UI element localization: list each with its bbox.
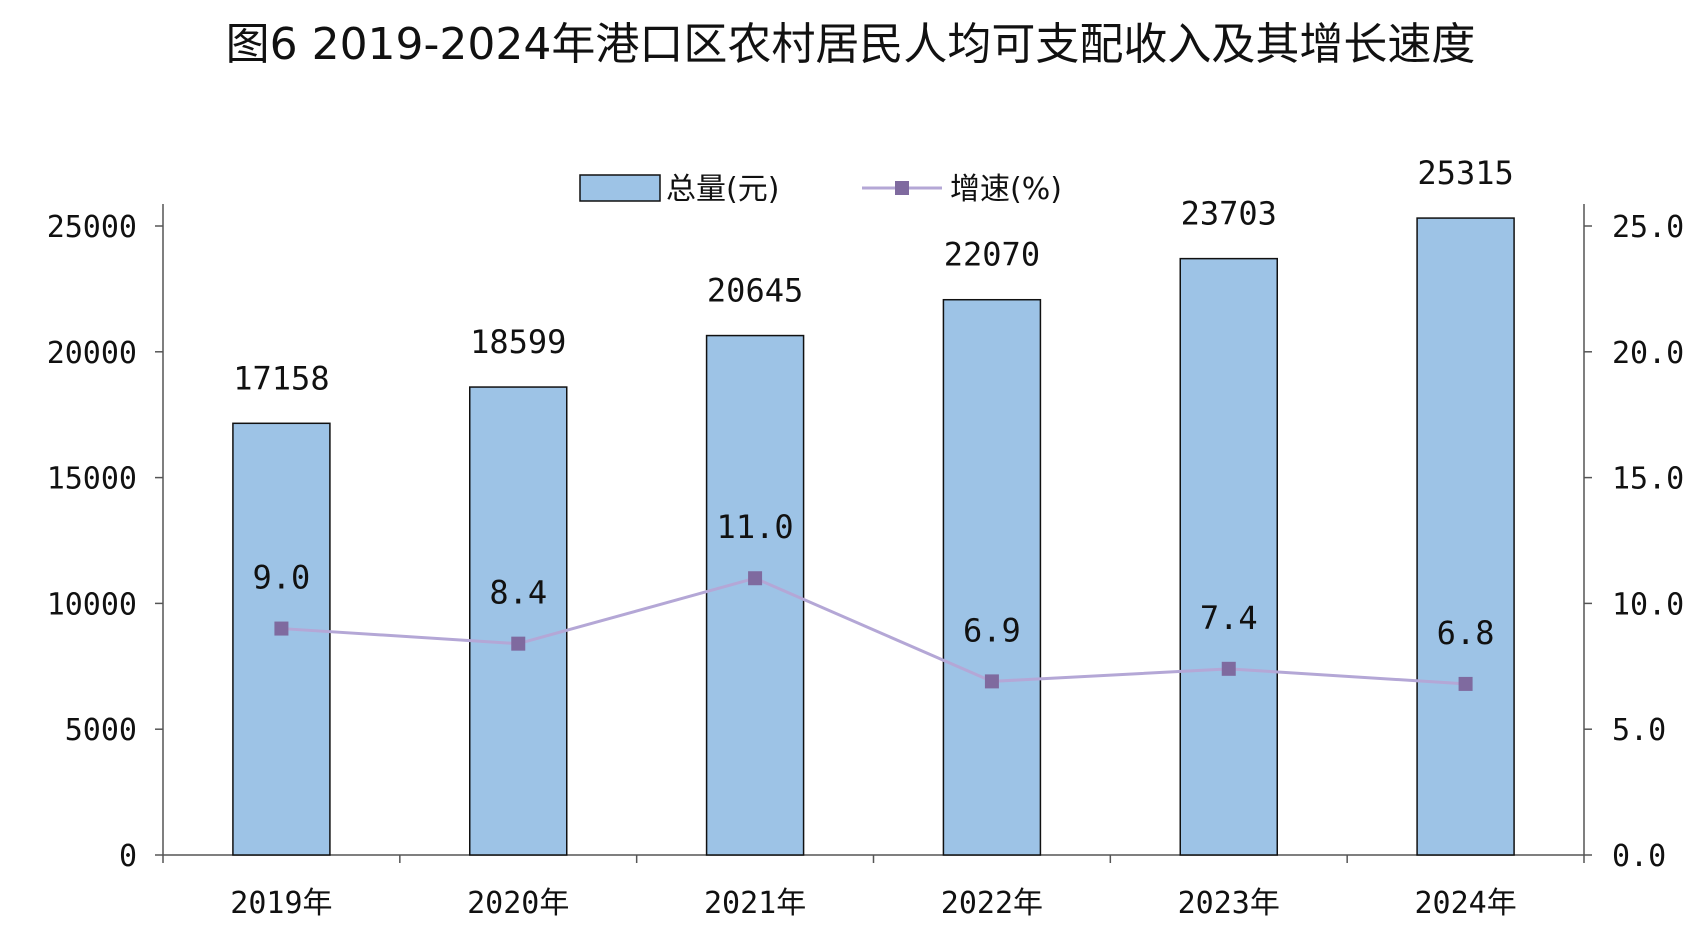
income-bar-label: 18599 bbox=[470, 323, 566, 361]
x-axis-tick-label: 2023年 bbox=[1178, 886, 1280, 921]
left-axis-tick-label: 5000 bbox=[65, 713, 137, 748]
left-axis-tick-label: 15000 bbox=[47, 462, 137, 497]
right-axis-tick-label: 15.0 bbox=[1612, 462, 1684, 497]
growth-rate-label: 6.9 bbox=[963, 611, 1021, 649]
growth-rate-marker bbox=[274, 621, 289, 636]
right-axis-tick-label: 25.0 bbox=[1612, 210, 1684, 245]
right-axis-tick-label: 5.0 bbox=[1612, 713, 1666, 748]
income-bar-label: 22070 bbox=[944, 236, 1040, 274]
income-bar bbox=[469, 386, 568, 856]
growth-line-layer bbox=[274, 571, 1473, 691]
income-bar-label: 23703 bbox=[1181, 195, 1277, 233]
growth-rate-marker bbox=[1221, 661, 1236, 676]
income-bar-label: 20645 bbox=[707, 272, 803, 310]
growth-rate-label: 9.0 bbox=[253, 559, 311, 597]
growth-rate-marker bbox=[984, 674, 999, 689]
legend: 总量(元) 增速(%) bbox=[579, 172, 1062, 207]
legend-line-marker bbox=[895, 181, 909, 195]
income-bar bbox=[705, 334, 805, 856]
right-axis-tick-label: 10.0 bbox=[1612, 587, 1684, 622]
legend-bar-swatch bbox=[579, 174, 661, 202]
legend-bar-label: 总量(元) bbox=[666, 172, 779, 207]
left-axis-tick-label: 0 bbox=[119, 839, 137, 874]
income-bar bbox=[1179, 257, 1278, 856]
left-axis-tick-label: 20000 bbox=[47, 336, 137, 371]
x-axis-tick-label: 2022年 bbox=[941, 886, 1043, 921]
data-labels-layer: 17158 18599 20645 22070 23703 25315 9.0 8.4 11.0… bbox=[233, 154, 1513, 652]
x-axis-tick-label: 2019年 bbox=[230, 886, 332, 921]
right-axis-tick-label: 20.0 bbox=[1612, 336, 1684, 371]
growth-rate-marker bbox=[511, 636, 526, 651]
income-bar bbox=[232, 422, 331, 856]
growth-rate-marker bbox=[1458, 676, 1473, 691]
axes-layer: 0 5000 10000 15000 20000 25000 0.0 5.0 10.0 15.0 2… bbox=[47, 204, 1684, 921]
left-axis-tick-label: 10000 bbox=[47, 587, 137, 622]
x-axis-tick-label: 2020年 bbox=[467, 886, 569, 921]
growth-rate-line bbox=[281, 576, 1466, 686]
x-axis-tick-label: 2021年 bbox=[704, 886, 806, 921]
income-bar bbox=[1416, 217, 1515, 856]
growth-rate-label: 8.4 bbox=[489, 574, 547, 612]
left-axis-tick-label: 25000 bbox=[47, 210, 137, 245]
chart-title: 图6 2019-2024年港口区农村居民人均可支配收入及其增长速度 bbox=[225, 19, 1476, 70]
income-bar bbox=[942, 298, 1042, 856]
right-axis-tick-label: 0.0 bbox=[1612, 839, 1666, 874]
income-bar-label: 17158 bbox=[233, 359, 329, 397]
growth-rate-label: 6.8 bbox=[1437, 614, 1495, 652]
growth-rate-label: 7.4 bbox=[1200, 599, 1258, 637]
bars-layer bbox=[232, 217, 1515, 856]
growth-rate-marker bbox=[748, 571, 763, 586]
income-bar-label: 25315 bbox=[1417, 154, 1513, 192]
x-axis-tick-label: 2024年 bbox=[1414, 886, 1516, 921]
legend-line-label: 增速(%) bbox=[950, 172, 1062, 207]
growth-rate-label: 11.0 bbox=[717, 508, 794, 546]
